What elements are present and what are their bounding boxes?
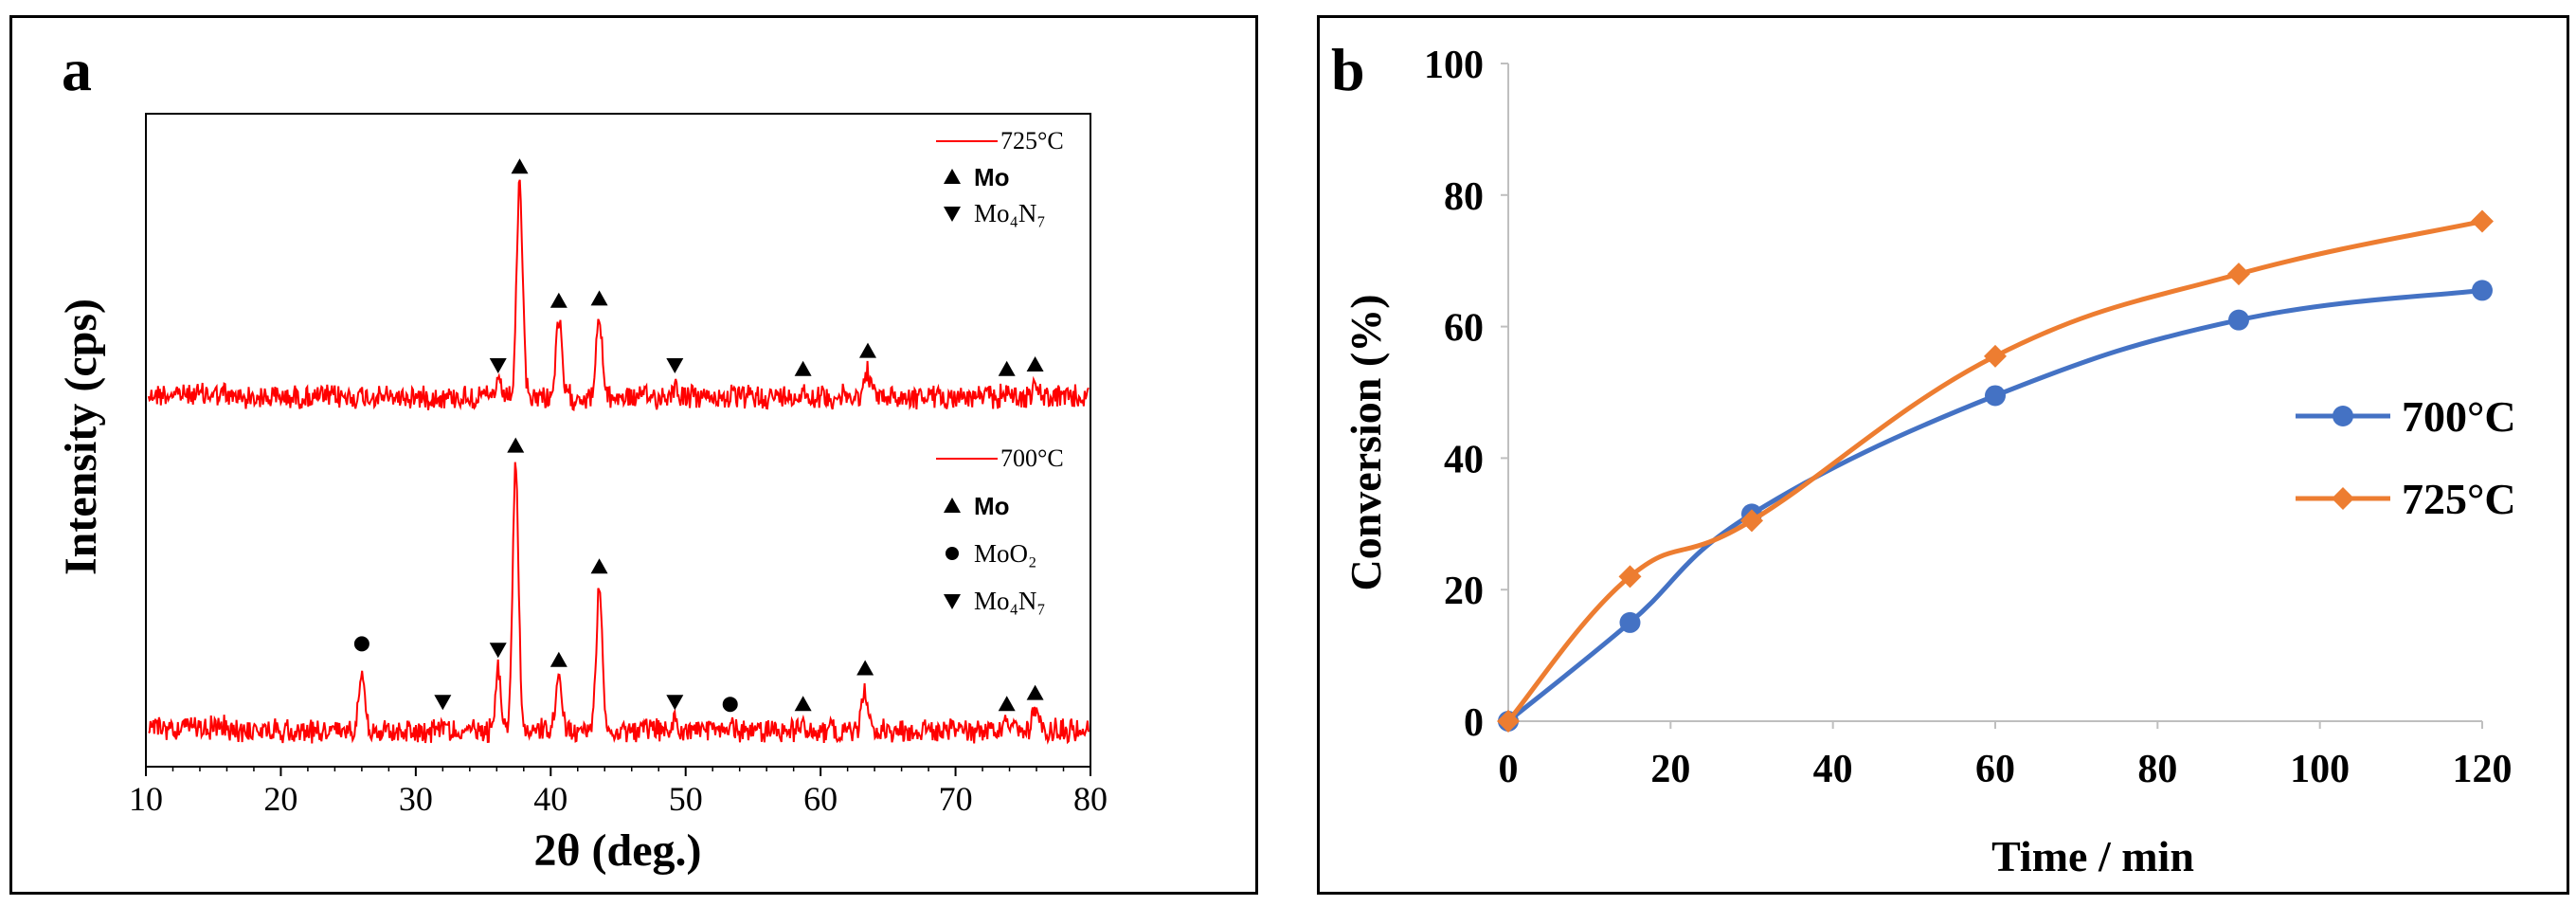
conversion-point [1618, 565, 1642, 589]
conversion-point [2471, 209, 2494, 233]
conversion-point [1619, 611, 1641, 633]
xrd-x-tick-label: 60 [803, 780, 838, 818]
conversion-y-tick-label: 40 [1444, 438, 1484, 481]
mo4n7-peak-marker [666, 358, 684, 373]
panel-b: b 0 20 40 60 80 100 0 20 40 60 80 100 120 700°C 725°C… [1317, 15, 2569, 895]
conversion-y-tick-label: 80 [1444, 175, 1484, 219]
conversion-x-tick-label: 0 [1499, 748, 1519, 791]
xrd-legend-series-name: 700°C [1000, 444, 1064, 472]
conversion-legend-label: 700°C [2402, 392, 2516, 441]
mo4n7-peak-marker [489, 643, 507, 659]
xrd-x-tick-label: 40 [533, 780, 567, 818]
xrd-pattern-line [147, 179, 1090, 412]
moo2-peak-marker [353, 636, 369, 652]
xrd-patterns [147, 179, 1090, 745]
mo-peak-marker [590, 558, 608, 574]
conversion-point [2227, 263, 2250, 286]
xrd-legend-phase-label: Mo₄N₇ [974, 587, 1046, 615]
xrd-legend-phase-label: Mo [974, 163, 1010, 191]
mo-peak-marker [507, 437, 525, 453]
xrd-peak-markers [353, 158, 1044, 713]
down-triangle-icon [944, 594, 961, 609]
conversion-point [1984, 344, 2007, 368]
xrd-pattern-line [148, 462, 1090, 745]
mo-peak-marker [549, 292, 567, 308]
up-triangle-icon [944, 169, 961, 184]
conversion-point [2228, 309, 2249, 331]
mo-peak-marker [794, 696, 812, 712]
circle-icon [2333, 406, 2353, 426]
xrd-legend-phase-label: Mo₄N₇ [974, 199, 1046, 227]
conversion-series-line [1506, 219, 2483, 723]
xrd-x-axis-title: 2θ (deg.) [533, 825, 701, 876]
conversion-y-tick-label: 100 [1424, 44, 1484, 87]
panel-a: a 10 20 30 40 50 60 70 80 725°C Mo Mo₄N₇ 700°C Mo Mo… [9, 15, 1258, 895]
xrd-x-tick-label: 50 [669, 780, 703, 818]
circle-icon [946, 547, 959, 560]
xrd-x-tick-label: 10 [129, 780, 163, 818]
xrd-x-tick-label: 30 [399, 780, 433, 818]
xrd-chart: a 10 20 30 40 50 60 70 80 725°C Mo Mo₄N₇ 700°C Mo Mo… [56, 36, 1108, 876]
moo2-peak-marker [722, 697, 738, 713]
conversion-point [1985, 385, 2006, 407]
mo4n7-peak-marker [666, 695, 684, 711]
conversion-point [1740, 509, 1763, 533]
conversion-legend-label: 725°C [2402, 475, 2516, 523]
xrd-legend-phase-label: Mo [974, 492, 1010, 520]
mo-peak-marker [1026, 356, 1044, 371]
down-triangle-icon [944, 207, 961, 222]
conversion-x-tick-label: 20 [1650, 748, 1690, 791]
conversion-x-tick-label: 60 [1975, 748, 2015, 791]
mo4n7-peak-marker [434, 695, 452, 711]
mo-peak-marker [998, 360, 1016, 376]
mo-peak-marker [858, 342, 876, 358]
conversion-series [1497, 209, 2494, 733]
mo4n7-peak-marker [489, 358, 507, 373]
conversion-x-tick-label: 100 [2290, 748, 2350, 791]
conversion-point [1497, 710, 1520, 733]
conversion-y-axis-title: Conversion (%) [1342, 294, 1390, 590]
conversion-axes: 0 20 40 60 80 100 0 20 40 60 80 100 120 [1424, 44, 2513, 791]
up-triangle-icon [944, 498, 961, 513]
xrd-x-axis: 10 20 30 40 50 60 70 80 [129, 767, 1108, 818]
conversion-y-tick-label: 20 [1444, 570, 1484, 613]
conversion-x-tick-label: 40 [1813, 748, 1853, 791]
panel-label-b: b [1331, 36, 1365, 103]
conversion-chart: b 0 20 40 60 80 100 0 20 40 60 80 100 120 700°C 725°C… [1331, 36, 2516, 880]
conversion-legend: 700°C 725°C [2296, 392, 2516, 523]
conversion-x-tick-label: 120 [2453, 748, 2513, 791]
conversion-y-tick-label: 60 [1444, 307, 1484, 351]
mo-peak-marker [549, 651, 567, 667]
xrd-legend-series-name: 725°C [1000, 127, 1064, 154]
xrd-y-axis-title: Intensity (cps) [56, 299, 106, 575]
mo-peak-marker [511, 158, 529, 174]
conversion-x-axis-title: Time / min [1991, 832, 2194, 880]
mo-peak-marker [1026, 684, 1044, 700]
xrd-legend-phase-label: MoO₂ [974, 539, 1036, 568]
conversion-point [2472, 280, 2493, 301]
xrd-x-tick-label: 20 [263, 780, 297, 818]
mo-peak-marker [590, 290, 608, 306]
mo-peak-marker [998, 696, 1016, 712]
mo-peak-marker [856, 660, 874, 676]
conversion-x-tick-label: 80 [2137, 748, 2177, 791]
xrd-x-tick-label: 70 [939, 780, 973, 818]
xrd-legends: 725°C Mo Mo₄N₇ 700°C Mo MoO₂ Mo₄N₇ [936, 127, 1064, 615]
xrd-plot-frame [145, 113, 1091, 768]
conversion-y-tick-label: 0 [1464, 701, 1484, 745]
xrd-x-tick-label: 80 [1073, 780, 1108, 818]
mo-peak-marker [794, 360, 812, 376]
panel-label-a: a [62, 36, 92, 103]
diamond-icon [2332, 487, 2354, 510]
